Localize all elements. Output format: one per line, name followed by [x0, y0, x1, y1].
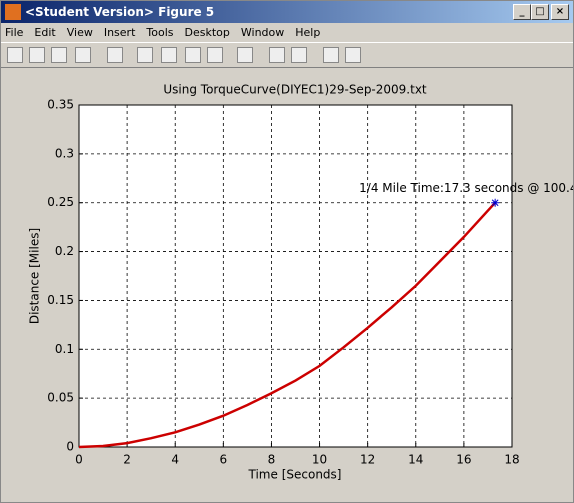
close-button[interactable]: × [551, 4, 569, 20]
save-button[interactable] [51, 47, 67, 63]
y-tick-label: 0.05 [47, 391, 74, 405]
y-tick-label: 0.35 [47, 98, 74, 112]
menu-item[interactable]: Desktop [184, 26, 230, 39]
pan-button[interactable] [185, 47, 201, 63]
menu-item[interactable]: Edit [34, 26, 56, 39]
y-tick-label: 0 [66, 440, 74, 454]
x-tick-label: 2 [123, 453, 131, 467]
axes-area [78, 104, 513, 448]
window-title: <Student Version> Figure 5 [25, 5, 215, 19]
y-tick-label: 0.2 [55, 244, 74, 258]
menu-item[interactable]: Help [295, 26, 321, 39]
title-bar: <Student Version> Figure 5 _ □ × [1, 1, 573, 23]
print-button[interactable] [75, 47, 91, 63]
x-tick-label: 8 [268, 453, 276, 467]
pointer-button[interactable] [107, 47, 123, 63]
y-tick-label: 0.1 [55, 342, 74, 356]
data-line [78, 201, 497, 449]
chart-title: Using TorqueCurve(DIYEC1)29-Sep-2009.txt [163, 83, 427, 97]
rotate-button[interactable] [207, 47, 223, 63]
menu-item[interactable]: Window [240, 26, 285, 39]
x-tick-label: 16 [456, 453, 471, 467]
x-tick-label: 4 [171, 453, 179, 467]
maximize-button[interactable]: □ [531, 4, 549, 20]
x-tick-label: 0 [75, 453, 83, 467]
open-button[interactable] [29, 47, 45, 63]
x-tick-label: 14 [408, 453, 423, 467]
annotation: 1/4 Mile Time:17.3 seconds @ 100.4301 mp… [359, 181, 573, 195]
y-tick-label: 0.3 [55, 146, 74, 160]
menu-item[interactable]: View [66, 26, 93, 39]
x-tick-label: 12 [360, 453, 375, 467]
x-tick-label: 10 [312, 453, 327, 467]
x-axis-label: Time [Seconds] [248, 468, 342, 482]
menu-item[interactable]: Tools [146, 26, 174, 39]
marker-star [491, 198, 500, 207]
toolbar [1, 42, 573, 68]
data-cursor-button[interactable] [237, 47, 253, 63]
x-tick-label: 18 [504, 453, 519, 467]
new-button[interactable] [7, 47, 23, 63]
app-icon [5, 4, 21, 20]
y-axis-label: Distance [Miles] [28, 228, 42, 324]
zoom-in-button[interactable] [137, 47, 153, 63]
y-tick-label: 0.15 [47, 293, 74, 307]
y-tick-label: 0.25 [47, 195, 74, 209]
x-tick-label: 6 [220, 453, 228, 467]
zoom-out-button[interactable] [161, 47, 177, 63]
chart: Using TorqueCurve(DIYEC1)29-Sep-2009.txt… [28, 83, 574, 482]
minimize-button[interactable]: _ [513, 4, 531, 20]
menu-bar: File Edit View Insert Tools Desktop Window Help [1, 23, 573, 42]
menu-item[interactable]: Insert [103, 26, 136, 39]
legend-button[interactable] [291, 47, 307, 63]
hide-tools-button[interactable] [323, 47, 339, 63]
show-tools-button[interactable] [345, 47, 361, 63]
menu-item[interactable]: File [5, 26, 24, 39]
colorbar-button[interactable] [269, 47, 285, 63]
